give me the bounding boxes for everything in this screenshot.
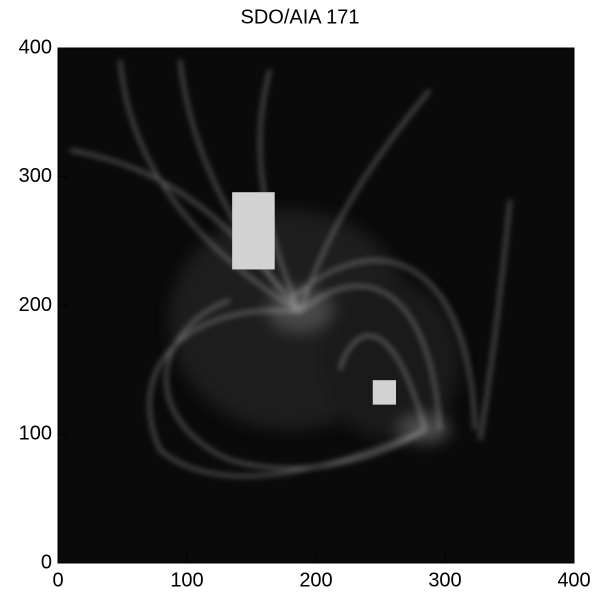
y-tick-label: 0 (41, 551, 52, 573)
y-tick-label: 200 (19, 294, 52, 316)
y-tick-label: 300 (19, 165, 52, 187)
x-tick-label: 100 (170, 569, 203, 591)
x-tick-label: 0 (52, 569, 63, 591)
solar-image (69, 59, 512, 478)
y-tick-label: 100 (19, 423, 52, 445)
y-tick-label: 400 (19, 36, 52, 58)
region-box (232, 192, 275, 270)
x-tick-label: 300 (428, 569, 461, 591)
x-tick-label: 400 (557, 569, 590, 591)
x-tick-label: 200 (299, 569, 332, 591)
region-box (372, 380, 396, 405)
chart-title: SDO/AIA 171 (241, 6, 360, 28)
